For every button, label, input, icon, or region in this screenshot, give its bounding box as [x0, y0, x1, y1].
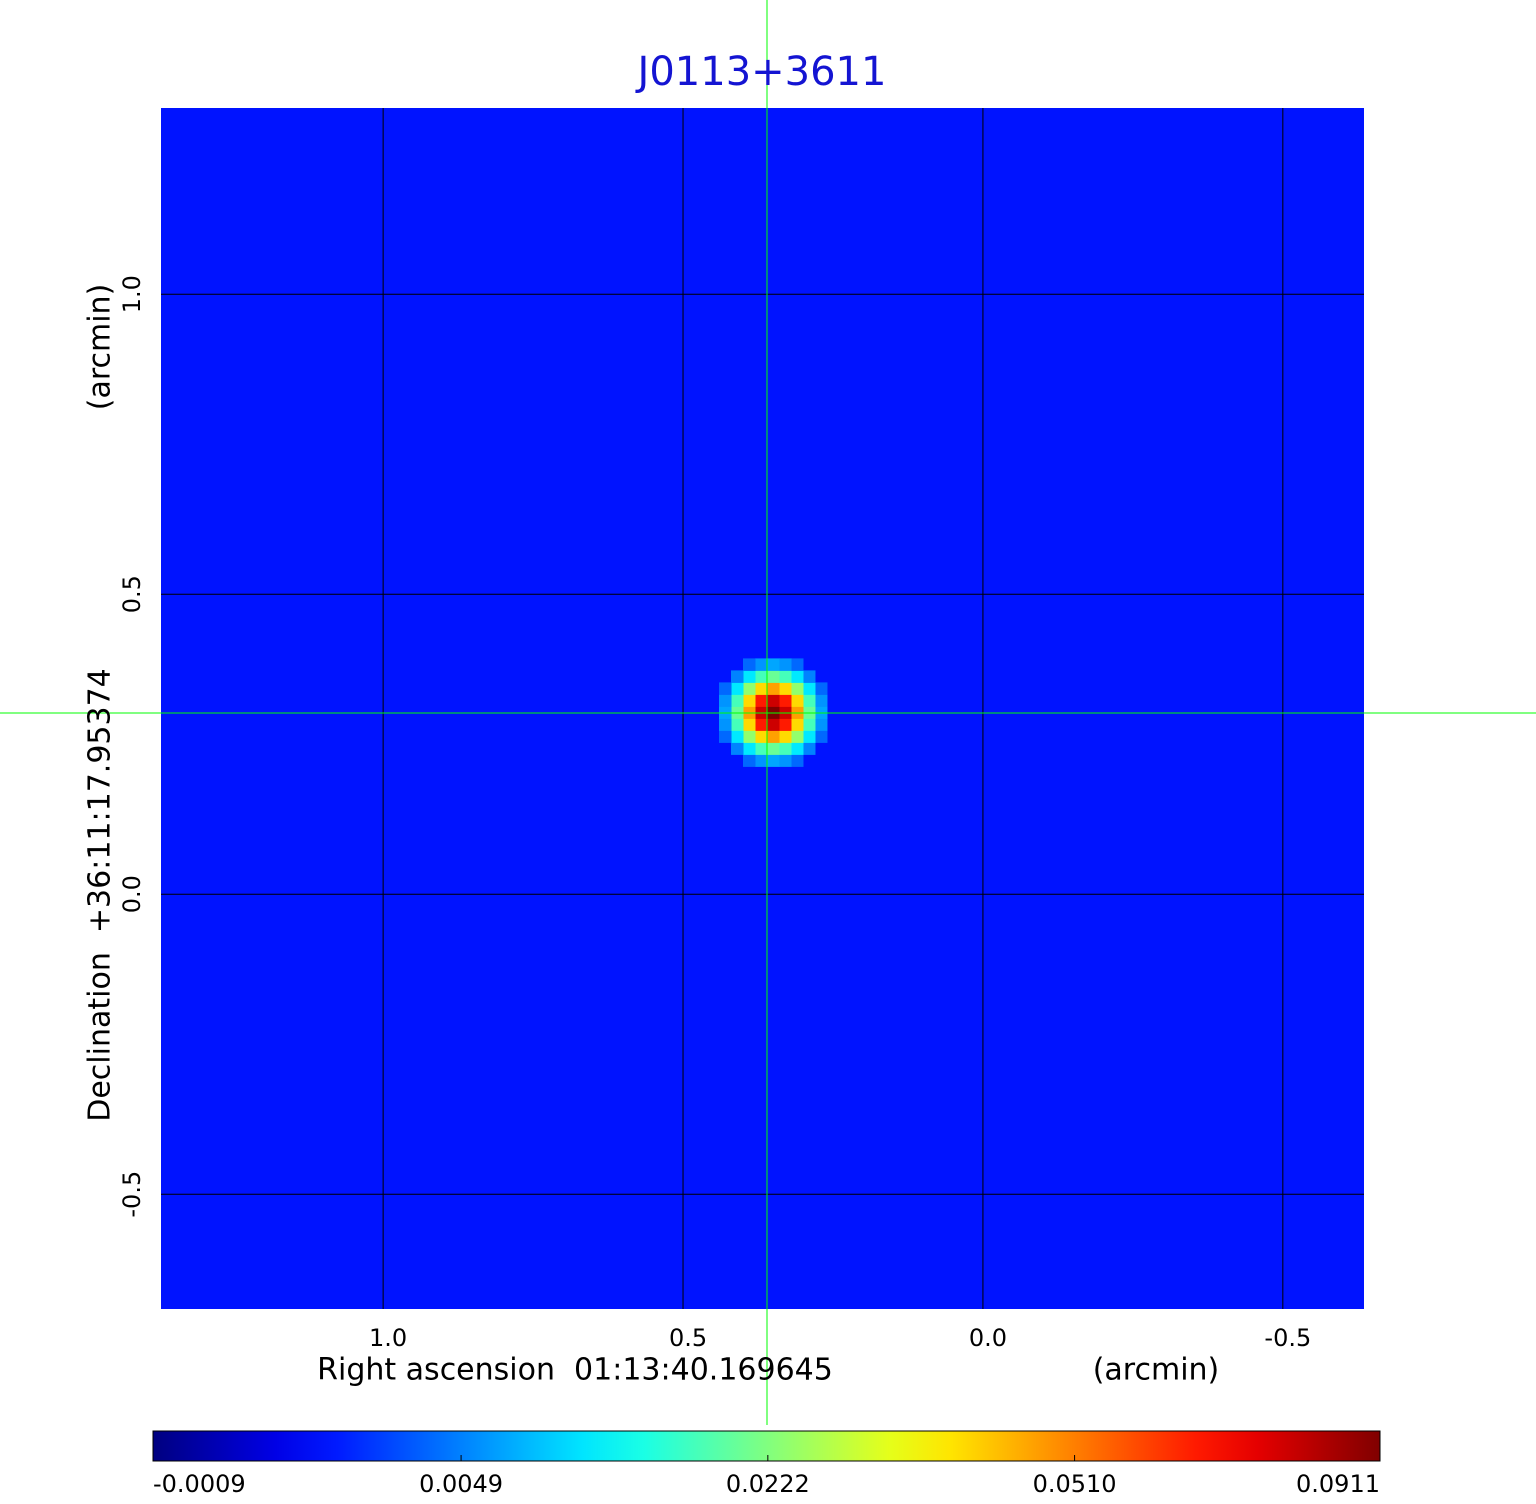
x-tick-label: 1.0: [369, 1324, 407, 1352]
source-pixel: [755, 742, 768, 755]
source-pixel: [731, 742, 744, 755]
source-pixel: [790, 718, 804, 731]
source-pixel: [802, 730, 816, 743]
x-axis-label: Right ascension 01:13:40.169645: [317, 1353, 833, 1388]
source-pixel: [802, 718, 816, 731]
source-pixel: [766, 694, 780, 707]
source-pixel: [743, 682, 756, 695]
source-pixel: [790, 694, 804, 707]
source-pixel: [802, 694, 816, 707]
source-pixel: [766, 670, 780, 683]
source-pixel: [719, 730, 732, 743]
source-pixel: [731, 694, 744, 707]
source-pixel: [790, 754, 804, 767]
colorbar-tick-label: 0.0222: [726, 1470, 810, 1498]
source-pixel: [743, 658, 756, 671]
colorbar: [152, 1430, 1381, 1462]
y-tick-label: 0.0: [118, 875, 146, 913]
source-pixel: [755, 718, 768, 731]
colorbar-tick-label: 0.0911: [1296, 1470, 1380, 1498]
source-pixel: [778, 658, 792, 671]
x-tick-label: -0.5: [1264, 1324, 1311, 1352]
colorbar-tick-label: -0.0009: [153, 1470, 246, 1498]
source-pixel: [778, 754, 792, 767]
source-pixel: [814, 694, 828, 707]
source-pixel: [802, 682, 816, 695]
source-pixel: [731, 682, 744, 695]
source-pixel: [755, 730, 768, 743]
source-pixel: [778, 670, 792, 683]
source-pixel: [731, 670, 744, 683]
y-tick-label: 0.5: [118, 575, 146, 613]
source-pixel: [778, 742, 792, 755]
source-pixel: [778, 682, 792, 695]
x-tick-label: 0.5: [669, 1324, 707, 1352]
y-axis-unit: (arcmin): [83, 284, 118, 411]
source-pixel: [755, 754, 768, 767]
source-pixel: [755, 658, 768, 671]
source-pixel: [790, 742, 804, 755]
source-pixel: [778, 730, 792, 743]
source-pixel: [731, 730, 744, 743]
source-pixel: [743, 742, 756, 755]
chart-title: J0113+3611: [635, 49, 887, 95]
source-pixel: [766, 682, 780, 695]
source-pixel: [719, 718, 732, 731]
source-pixel: [778, 694, 792, 707]
source-pixel: [731, 718, 744, 731]
source-pixel: [790, 670, 804, 683]
x-tick-label: 0.0: [969, 1324, 1007, 1352]
colorbar-tick-label: 0.0510: [1033, 1470, 1117, 1498]
source-pixel: [755, 694, 768, 707]
x-axis-unit: (arcmin): [1093, 1353, 1220, 1388]
source-pixel: [790, 658, 804, 671]
source-pixel: [766, 754, 780, 767]
source-pixel: [790, 730, 804, 743]
source-pixel: [755, 670, 768, 683]
source-pixel: [814, 682, 828, 695]
source-pixel: [766, 742, 780, 755]
source-pixel: [778, 718, 792, 731]
source-pixel: [814, 730, 828, 743]
source-pixel: [743, 694, 756, 707]
source-pixel: [766, 718, 780, 731]
source-pixel: [802, 742, 816, 755]
overlay-layer: 1.0 0.5 0.0 -0.5 -0.5 0.0 0.5 1.0: [0, 0, 1536, 1425]
source-pixel: [743, 670, 756, 683]
y-tick-label: -0.5: [118, 1171, 146, 1218]
source-pixel: [814, 718, 828, 731]
source-pixel: [719, 694, 732, 707]
source-pixel: [719, 682, 732, 695]
y-axis-label: Declination +36:11:17.95374: [83, 668, 118, 1122]
plot-frame: [159, 106, 1366, 1311]
source-pixel: [802, 670, 816, 683]
source-pixel: [743, 718, 756, 731]
y-tick-label: 1.0: [118, 275, 146, 313]
source-pixel: [755, 682, 768, 695]
source-pixel: [743, 730, 756, 743]
source-pixel: [790, 682, 804, 695]
source-pixel: [743, 754, 756, 767]
source-pixel: [766, 730, 780, 743]
image-layer: [160, 107, 1365, 1310]
colorbar-tick-label: 0.0049: [419, 1470, 503, 1498]
source-pixel: [766, 658, 780, 671]
